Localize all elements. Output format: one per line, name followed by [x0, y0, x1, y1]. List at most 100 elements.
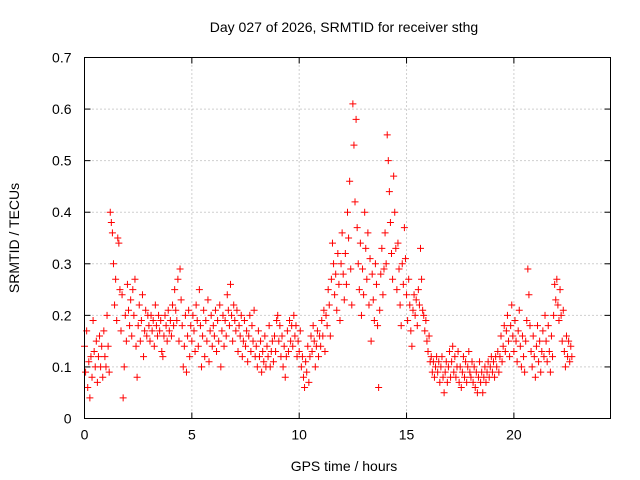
data-point-marker	[461, 373, 469, 381]
data-point-marker	[135, 301, 143, 309]
data-point-marker	[499, 342, 507, 350]
data-point-marker	[438, 353, 446, 361]
data-point-marker	[350, 141, 358, 149]
data-point-marker	[263, 342, 271, 350]
data-point-marker	[379, 291, 387, 299]
data-point-marker	[284, 347, 292, 355]
data-point-marker	[261, 332, 269, 340]
data-point-marker	[520, 353, 528, 361]
data-point-marker	[444, 363, 452, 371]
data-point-marker	[248, 322, 256, 330]
data-point-marker	[136, 337, 144, 345]
data-point-marker	[313, 327, 321, 335]
data-point-marker	[109, 260, 117, 268]
data-point-marker	[451, 353, 459, 361]
data-point-marker	[513, 358, 521, 366]
data-point-marker	[566, 358, 574, 366]
data-point-marker	[151, 301, 159, 309]
data-point-marker	[231, 317, 239, 325]
y-tick-label: 0.7	[52, 50, 72, 66]
data-point-marker	[489, 358, 497, 366]
data-point-marker	[351, 198, 359, 206]
data-point-marker	[398, 260, 406, 268]
data-point-marker	[396, 301, 404, 309]
data-point-marker	[419, 306, 427, 314]
data-point-marker	[494, 347, 502, 355]
data-point-marker	[539, 327, 547, 335]
data-point-marker	[222, 332, 230, 340]
data-point-marker	[176, 265, 184, 273]
data-point-marker	[264, 353, 272, 361]
data-point-marker	[158, 347, 166, 355]
data-point-marker	[502, 327, 510, 335]
data-point-marker	[411, 311, 419, 319]
data-point-marker	[125, 306, 133, 314]
data-point-marker	[501, 347, 509, 355]
data-point-marker	[354, 260, 362, 268]
data-point-marker	[86, 394, 94, 402]
data-point-marker	[557, 311, 565, 319]
data-point-marker	[216, 301, 224, 309]
data-point-marker	[206, 327, 214, 335]
data-point-marker	[106, 208, 114, 216]
data-point-marker	[191, 347, 199, 355]
data-point-marker	[94, 353, 102, 361]
data-point-marker	[294, 337, 302, 345]
data-point-marker	[503, 311, 511, 319]
data-point-marker	[276, 322, 284, 330]
data-point-marker	[327, 275, 335, 283]
data-point-marker	[364, 229, 372, 237]
data-point-marker	[156, 327, 164, 335]
data-point-marker	[372, 280, 380, 288]
data-point-marker	[439, 373, 447, 381]
data-point-marker	[422, 317, 430, 325]
data-point-marker	[361, 208, 369, 216]
data-point-marker	[322, 311, 330, 319]
data-point-marker	[171, 286, 179, 294]
data-point-marker	[415, 301, 423, 309]
data-point-marker	[129, 286, 137, 294]
chart-title: Day 027 of 2026, SRMTID for receiver sth…	[210, 19, 478, 35]
data-point-marker	[252, 342, 260, 350]
data-point-marker	[391, 208, 399, 216]
data-point-marker	[229, 337, 237, 345]
data-point-marker	[527, 347, 535, 355]
data-point-marker	[565, 337, 573, 345]
data-point-marker	[283, 327, 291, 335]
data-point-marker	[381, 229, 389, 237]
data-point-marker	[521, 368, 529, 376]
data-point-marker	[200, 306, 208, 314]
data-point-marker	[138, 291, 146, 299]
data-point-marker	[445, 347, 453, 355]
x-tick-labels: 0 5 10 15 20	[81, 427, 522, 443]
data-point-marker	[118, 291, 126, 299]
data-point-marker	[198, 363, 206, 371]
data-point-marker	[96, 332, 104, 340]
data-point-marker	[131, 275, 139, 283]
data-point-marker	[182, 368, 190, 376]
data-point-marker	[512, 337, 520, 345]
data-point-marker	[201, 353, 209, 361]
data-point-marker	[534, 322, 542, 330]
y-tick-label: 0.2	[52, 307, 72, 323]
data-point-marker	[334, 249, 342, 257]
data-point-marker	[545, 347, 553, 355]
data-point-marker	[107, 219, 115, 227]
data-point-marker	[249, 337, 257, 345]
data-point-marker	[245, 332, 253, 340]
data-point-marker	[89, 317, 97, 325]
data-point-marker	[279, 363, 287, 371]
data-point-marker	[321, 347, 329, 355]
data-point-marker	[549, 353, 557, 361]
data-point-marker	[246, 311, 254, 319]
data-point-marker	[224, 306, 232, 314]
data-point-marker	[225, 322, 233, 330]
data-point-marker	[102, 363, 110, 371]
data-point-marker	[111, 301, 119, 309]
data-point-marker	[165, 327, 173, 335]
data-point-marker	[353, 224, 361, 232]
data-point-marker	[123, 280, 131, 288]
data-point-marker	[104, 342, 112, 350]
data-point-marker	[180, 342, 188, 350]
